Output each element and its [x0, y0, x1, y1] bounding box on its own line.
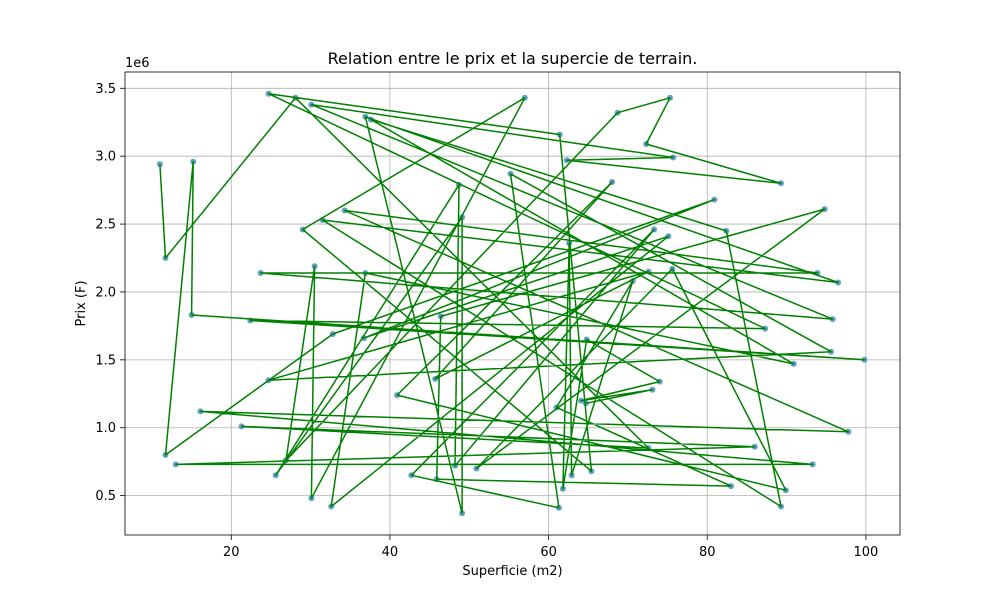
chart-title: Relation entre le prix et la supercie de… — [328, 49, 698, 68]
y-tick-label: 1.5 — [95, 353, 116, 368]
x-tick-label: 60 — [540, 545, 557, 560]
x-tick-label: 80 — [699, 545, 716, 560]
x-tick-label: 20 — [223, 545, 240, 560]
series-line — [159, 92, 866, 515]
x-tick-label: 100 — [853, 545, 878, 560]
y-tick-label: 3.5 — [95, 82, 116, 97]
y-offset-label: 1e6 — [125, 56, 150, 71]
y-tick-label: 2.0 — [95, 285, 116, 300]
series-lines — [159, 92, 866, 515]
y-axis-label: Prix (F) — [74, 280, 89, 326]
y-tick-label: 0.5 — [95, 489, 116, 504]
axes-frame — [124, 71, 901, 536]
y-tick-label: 3.0 — [95, 150, 116, 165]
x-axis-label: Superficie (m2) — [462, 564, 562, 579]
x-tick-label: 40 — [382, 545, 399, 560]
ticks: 20 40 60 80 100 0.5 1.0 1.5 2.0 2.5 3.0 3.5 — [95, 82, 878, 560]
y-tick-label: 2.5 — [95, 218, 116, 233]
y-tick-label: 1.0 — [95, 421, 116, 436]
